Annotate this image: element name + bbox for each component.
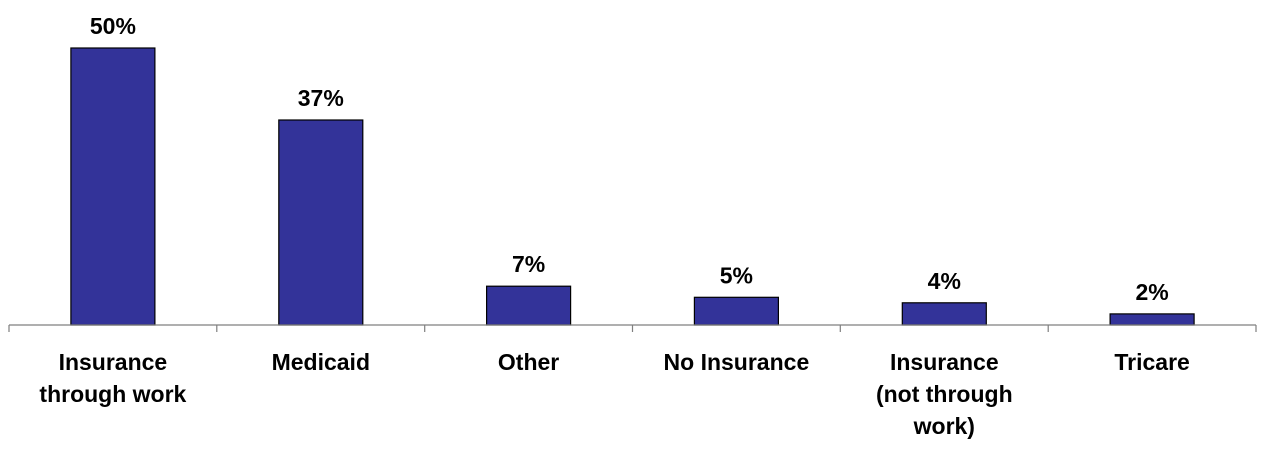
category-label-0-line-0: Insurance xyxy=(59,349,168,375)
category-label-4-line-1: (not through xyxy=(876,381,1013,407)
bar-0 xyxy=(70,47,156,326)
category-label-5-line-0: Tricare xyxy=(1114,349,1189,375)
bar-5 xyxy=(1109,313,1195,326)
x-axis xyxy=(8,324,1257,332)
bar-2 xyxy=(486,285,572,326)
bar-4 xyxy=(901,302,987,326)
value-label-2: 7% xyxy=(512,251,545,277)
bars-group xyxy=(70,47,1195,326)
category-label-2: Other xyxy=(498,349,559,375)
category-label-0: Insurance through work xyxy=(39,349,186,407)
category-label-3: No Insurance xyxy=(664,349,810,375)
value-label-0: 50% xyxy=(90,13,136,39)
category-label-1-line-0: Medicaid xyxy=(272,349,370,375)
category-label-5: Tricare xyxy=(1114,349,1189,375)
category-label-3-line-0: No Insurance xyxy=(664,349,810,375)
value-label-5: 2% xyxy=(1135,279,1168,305)
category-label-0-line-1: through work xyxy=(39,381,186,407)
value-label-1: 37% xyxy=(298,85,344,111)
category-label-4-line-0: Insurance xyxy=(890,349,999,375)
category-label-2-line-0: Other xyxy=(498,349,559,375)
value-label-4: 4% xyxy=(928,268,961,294)
category-labels-group: Insurance through work Medicaid Other No Ins… xyxy=(39,349,1189,439)
category-label-4-line-2: work) xyxy=(913,413,975,439)
value-labels-group: 50% 37% 7% 5% 4% 2% xyxy=(90,13,1169,305)
category-label-1: Medicaid xyxy=(272,349,370,375)
value-label-3: 5% xyxy=(720,262,753,288)
bar-3 xyxy=(693,296,780,326)
bar-1 xyxy=(278,119,364,326)
category-label-4: Insurance (not through work) xyxy=(876,349,1013,439)
